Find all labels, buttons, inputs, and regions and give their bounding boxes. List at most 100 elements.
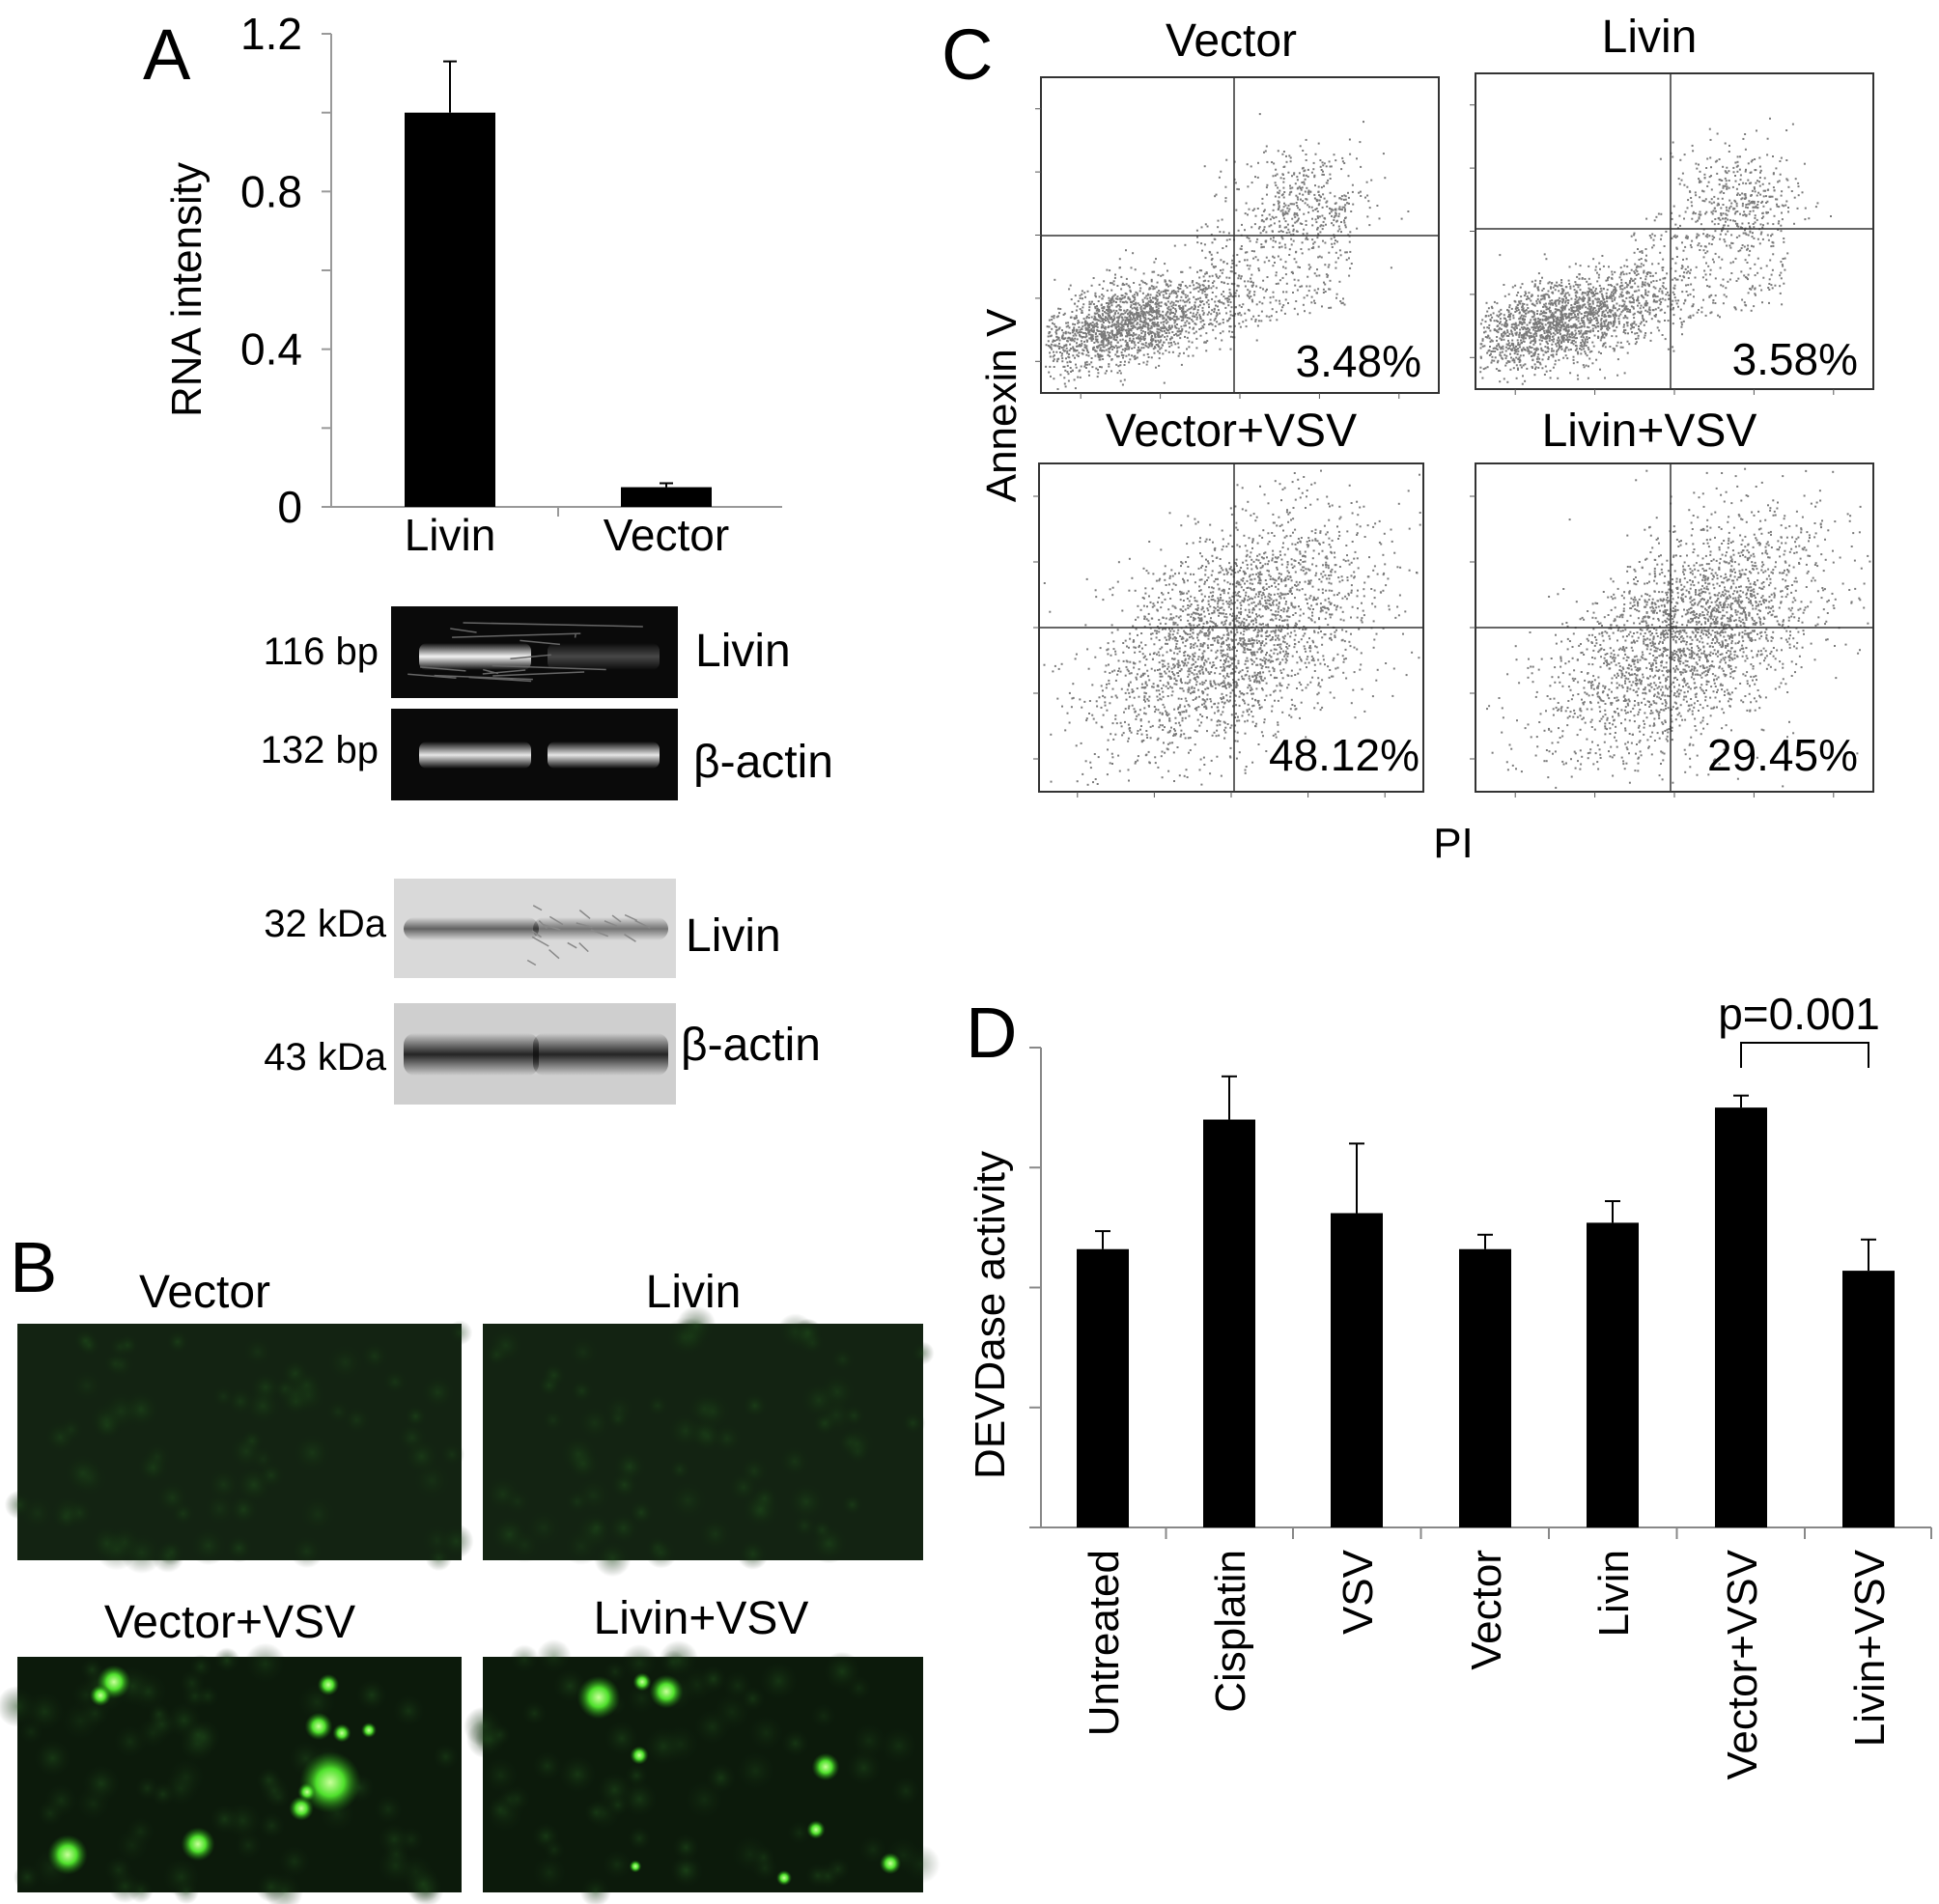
flow-dot bbox=[1273, 216, 1276, 219]
flow-dot bbox=[1143, 282, 1146, 284]
flow-dot bbox=[1356, 227, 1359, 230]
flow-dot bbox=[1298, 172, 1301, 175]
flow-dot bbox=[1562, 336, 1565, 339]
dim-cell bbox=[626, 1825, 653, 1852]
flow-dot bbox=[1205, 301, 1208, 304]
flow-dot bbox=[1153, 287, 1156, 290]
flow-dot bbox=[1782, 265, 1784, 267]
flow-dot bbox=[1137, 318, 1138, 321]
flow-dot bbox=[1692, 314, 1695, 317]
flow-dot bbox=[1119, 329, 1122, 332]
flow-dot bbox=[1614, 329, 1616, 332]
flow-dot bbox=[1532, 340, 1534, 343]
flow-dot bbox=[1073, 348, 1076, 350]
flow-dot bbox=[1614, 321, 1616, 323]
flow-dot bbox=[1093, 342, 1096, 344]
flow-dot bbox=[1214, 238, 1217, 240]
flow-dot bbox=[1335, 202, 1337, 205]
flow-dot bbox=[1117, 325, 1120, 328]
flow-dot bbox=[1532, 326, 1535, 329]
flow-dot bbox=[1142, 304, 1145, 307]
flow-dot bbox=[1692, 150, 1695, 153]
flow-dot bbox=[1704, 212, 1707, 215]
flow-dot bbox=[1739, 249, 1742, 252]
flow-dot bbox=[1140, 309, 1143, 312]
flow-dot bbox=[1737, 277, 1740, 280]
flow-dot bbox=[1772, 223, 1775, 226]
flow-dot bbox=[1180, 316, 1183, 319]
flow-dot bbox=[1104, 325, 1107, 328]
flow-dot bbox=[1149, 296, 1151, 299]
flow-dot bbox=[1313, 272, 1316, 275]
flow-dot bbox=[1245, 319, 1248, 322]
flow-dot bbox=[1481, 319, 1484, 322]
flow-dot bbox=[1124, 339, 1127, 342]
flow-dot bbox=[1304, 202, 1307, 205]
flow-dot bbox=[1110, 343, 1112, 346]
wb-band bbox=[404, 1033, 539, 1076]
flow-dot bbox=[1275, 184, 1278, 186]
flow-dot bbox=[1601, 294, 1604, 297]
flow-dot bbox=[1088, 330, 1091, 333]
flow-dot bbox=[1552, 292, 1555, 294]
flow-dot bbox=[1554, 308, 1557, 311]
flow-dot bbox=[1066, 371, 1069, 374]
flow-dot bbox=[1293, 213, 1296, 216]
flow-dot bbox=[1557, 342, 1560, 345]
flow-dot bbox=[1633, 321, 1636, 323]
flow-dot bbox=[1643, 306, 1644, 309]
flow-dot bbox=[1295, 250, 1298, 253]
flow-dot bbox=[1322, 170, 1324, 173]
flow-dot bbox=[1643, 271, 1645, 274]
flow-dot bbox=[1323, 197, 1326, 200]
flow-dot bbox=[1636, 265, 1639, 267]
wb-speck bbox=[543, 923, 561, 931]
flow-dot bbox=[1779, 285, 1782, 288]
flow-dot bbox=[1247, 213, 1249, 216]
flow-dot bbox=[1085, 335, 1088, 338]
flow-dot bbox=[1611, 270, 1614, 273]
flow-dot bbox=[1621, 284, 1624, 287]
flow-dot bbox=[1610, 295, 1613, 298]
flow-dot bbox=[1107, 305, 1110, 308]
flow-dot bbox=[1491, 359, 1494, 362]
flow-dot bbox=[1227, 304, 1230, 307]
flow-dot bbox=[1109, 346, 1111, 349]
flow-dot bbox=[1510, 330, 1513, 333]
flow-dot bbox=[1590, 311, 1593, 314]
flow-dot bbox=[1745, 206, 1747, 209]
flow-dot bbox=[1213, 308, 1216, 311]
dim-cell bbox=[223, 1801, 263, 1841]
flow-dot bbox=[1164, 336, 1166, 339]
flow-dot bbox=[1622, 317, 1625, 320]
flow-dot bbox=[1629, 309, 1631, 312]
flow-dot bbox=[1609, 296, 1612, 299]
flow-dot bbox=[1534, 332, 1537, 335]
flow-dot bbox=[1736, 224, 1738, 227]
flow-dot bbox=[1144, 331, 1147, 333]
flow-dot bbox=[1177, 330, 1180, 333]
flow-dot bbox=[1142, 272, 1145, 275]
flow-dot bbox=[1052, 355, 1054, 358]
flow-dot bbox=[1218, 299, 1221, 302]
flow-dot bbox=[1135, 313, 1138, 316]
flow-dot bbox=[1126, 309, 1129, 311]
flow-dot bbox=[1608, 276, 1611, 279]
flow-dot bbox=[1108, 303, 1110, 306]
flow-dot bbox=[1558, 340, 1560, 343]
flow-dot bbox=[1121, 301, 1124, 303]
flow-dot bbox=[1293, 258, 1296, 261]
dim-cell bbox=[758, 1660, 800, 1702]
flow-dot bbox=[1532, 318, 1535, 321]
flow-dot bbox=[1169, 309, 1172, 312]
flow-dot bbox=[1151, 315, 1154, 318]
flow-dot bbox=[1343, 219, 1345, 222]
flow-dot bbox=[1090, 329, 1093, 332]
dim-cell bbox=[240, 1335, 274, 1368]
flow-dot bbox=[1545, 335, 1548, 337]
flow-dot bbox=[1096, 312, 1099, 315]
flow-dot bbox=[1510, 344, 1513, 346]
flow-dot bbox=[1586, 330, 1588, 333]
x-tick-label: Vector bbox=[604, 510, 729, 560]
flow-dot bbox=[1671, 211, 1673, 214]
